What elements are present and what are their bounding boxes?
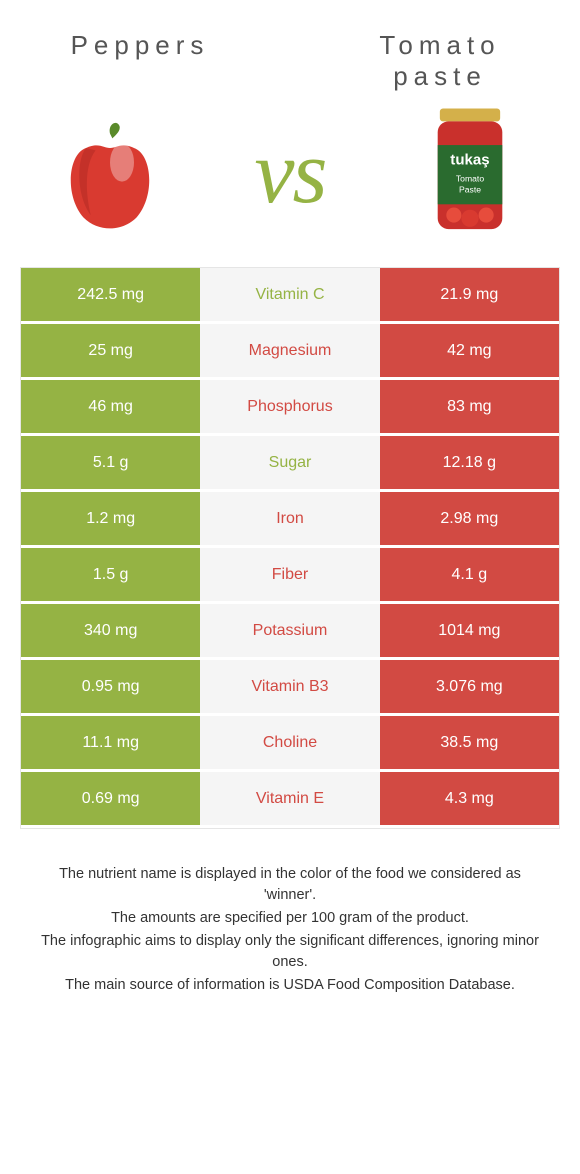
footnote-line: The infographic aims to display only the… bbox=[40, 931, 540, 973]
right-value-cell: 3.076 mg bbox=[380, 660, 559, 716]
footnote-line: The amounts are specified per 100 gram o… bbox=[40, 908, 540, 929]
table-row: 1.2 mgIron2.98 mg bbox=[21, 492, 559, 548]
nutrient-name-cell: Magnesium bbox=[200, 324, 379, 380]
table-row: 0.95 mgVitamin B33.076 mg bbox=[21, 660, 559, 716]
left-value-cell: 1.2 mg bbox=[21, 492, 200, 548]
right-value-cell: 12.18 g bbox=[380, 436, 559, 492]
comparison-images-row: vs tukaş Tomato Paste bbox=[0, 92, 580, 267]
nutrient-name-cell: Vitamin E bbox=[200, 772, 379, 828]
left-value-cell: 25 mg bbox=[21, 324, 200, 380]
table-row: 0.69 mgVitamin E4.3 mg bbox=[21, 772, 559, 828]
table-row: 1.5 gFiber4.1 g bbox=[21, 548, 559, 604]
nutrient-name-cell: Vitamin B3 bbox=[200, 660, 379, 716]
nutrient-name-cell: Fiber bbox=[200, 548, 379, 604]
right-value-cell: 42 mg bbox=[380, 324, 559, 380]
table-row: 242.5 mgVitamin C21.9 mg bbox=[21, 268, 559, 324]
right-food-title: Tomato paste bbox=[340, 30, 540, 92]
footnotes-block: The nutrient name is displayed in the co… bbox=[0, 829, 580, 996]
left-value-cell: 11.1 mg bbox=[21, 716, 200, 772]
nutrient-name-cell: Potassium bbox=[200, 604, 379, 660]
svg-text:Paste: Paste bbox=[459, 184, 481, 194]
right-value-cell: 1014 mg bbox=[380, 604, 559, 660]
nutrient-name-cell: Iron bbox=[200, 492, 379, 548]
left-value-cell: 0.69 mg bbox=[21, 772, 200, 828]
tomato-paste-jar-icon: tukaş Tomato Paste bbox=[400, 102, 540, 242]
right-value-cell: 4.3 mg bbox=[380, 772, 559, 828]
left-value-cell: 46 mg bbox=[21, 380, 200, 436]
nutrient-name-cell: Phosphorus bbox=[200, 380, 379, 436]
table-row: 5.1 gSugar12.18 g bbox=[21, 436, 559, 492]
left-value-cell: 340 mg bbox=[21, 604, 200, 660]
footnote-line: The nutrient name is displayed in the co… bbox=[40, 864, 540, 906]
table-row: 11.1 mgCholine38.5 mg bbox=[21, 716, 559, 772]
right-value-cell: 2.98 mg bbox=[380, 492, 559, 548]
nutrient-name-cell: Vitamin C bbox=[200, 268, 379, 324]
table-row: 46 mgPhosphorus83 mg bbox=[21, 380, 559, 436]
nutrient-comparison-table: 242.5 mgVitamin C21.9 mg25 mgMagnesium42… bbox=[20, 267, 560, 829]
footnote-line: The main source of information is USDA F… bbox=[40, 975, 540, 996]
nutrient-name-cell: Choline bbox=[200, 716, 379, 772]
nutrient-name-cell: Sugar bbox=[200, 436, 379, 492]
red-pepper-icon bbox=[40, 102, 180, 242]
table-row: 340 mgPotassium1014 mg bbox=[21, 604, 559, 660]
left-food-title: Peppers bbox=[40, 30, 240, 61]
right-value-cell: 83 mg bbox=[380, 380, 559, 436]
right-value-cell: 4.1 g bbox=[380, 548, 559, 604]
right-value-cell: 21.9 mg bbox=[380, 268, 559, 324]
svg-text:Tomato: Tomato bbox=[456, 174, 484, 184]
header-titles: Peppers Tomato paste bbox=[0, 0, 580, 92]
table-row: 25 mgMagnesium42 mg bbox=[21, 324, 559, 380]
left-value-cell: 242.5 mg bbox=[21, 268, 200, 324]
right-value-cell: 38.5 mg bbox=[380, 716, 559, 772]
left-value-cell: 0.95 mg bbox=[21, 660, 200, 716]
svg-text:tukaş: tukaş bbox=[450, 151, 489, 168]
left-value-cell: 1.5 g bbox=[21, 548, 200, 604]
vs-label: vs bbox=[255, 121, 326, 224]
left-value-cell: 5.1 g bbox=[21, 436, 200, 492]
